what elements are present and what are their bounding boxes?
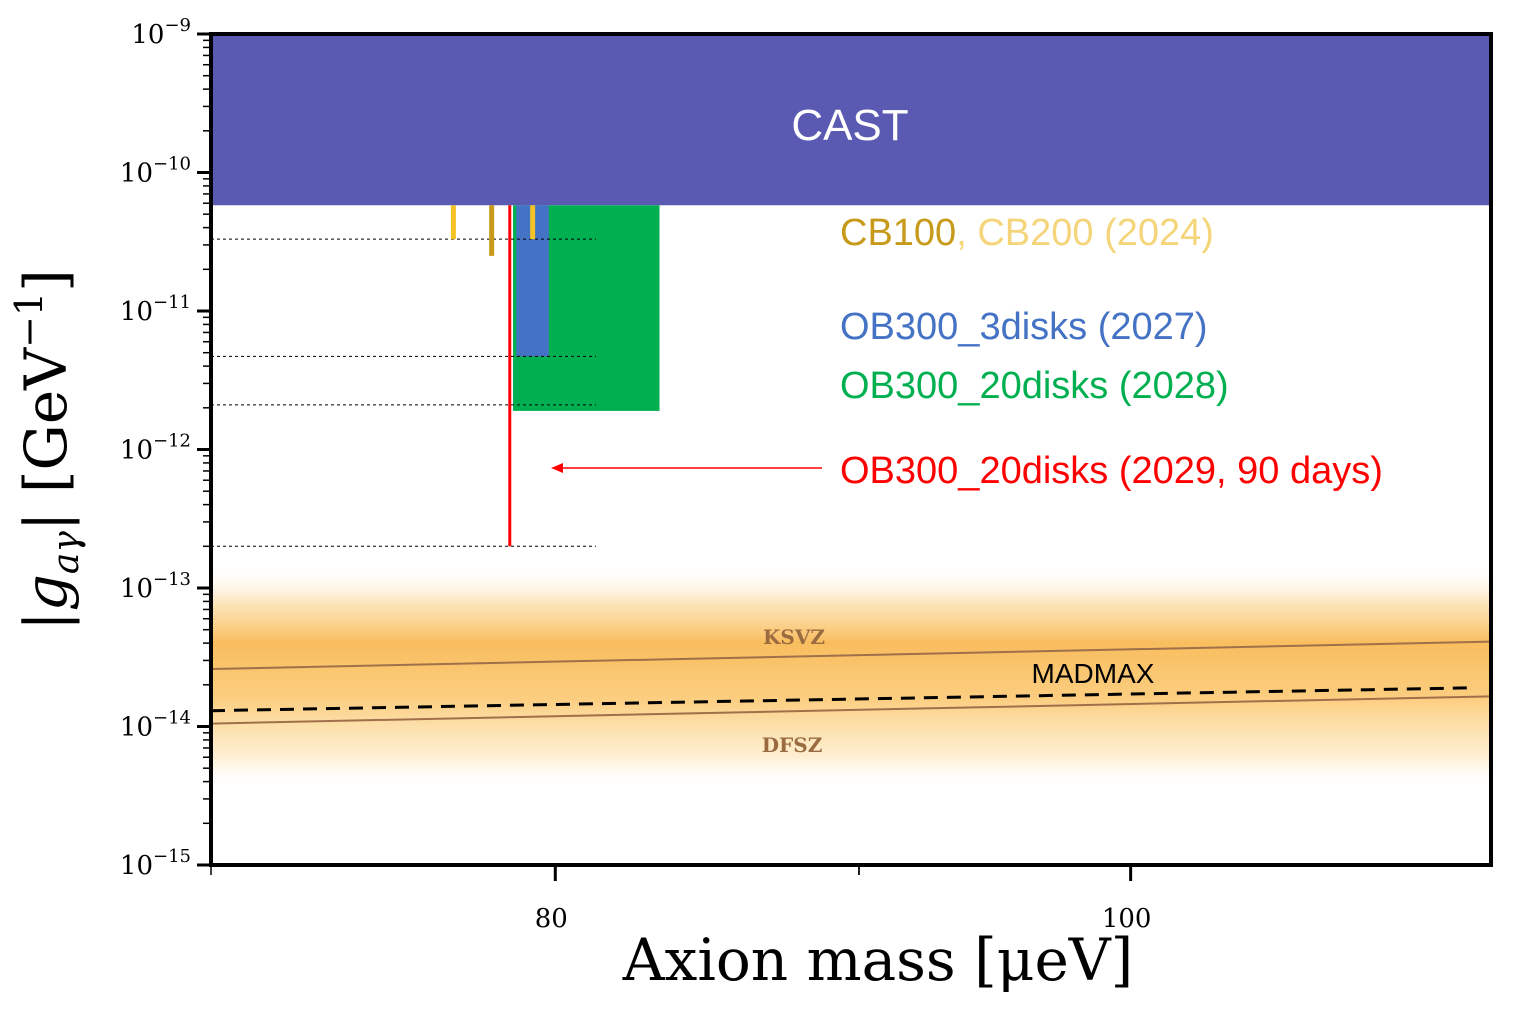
- x-tick-label: 80: [535, 904, 568, 934]
- y-axis-abs-open: |: [12, 611, 80, 631]
- cast-label: CAST: [791, 101, 908, 150]
- ksvz-line: [211, 640, 1491, 671]
- ob300-90days-arrowhead: [551, 463, 563, 473]
- cb200-legend: , CB200 (2024): [956, 212, 1214, 254]
- y-tick-label: 10−12: [120, 431, 191, 466]
- y-tick-label: 10−9: [131, 15, 191, 50]
- y-axis-exponent: −1: [7, 292, 51, 348]
- y-axis-title: |gaγ| [GeV−1]: [7, 269, 87, 631]
- y-axis-bracket: ]: [12, 269, 80, 292]
- ksvz-label: KSVZ: [763, 625, 825, 649]
- x-tick-label: 100: [1102, 904, 1152, 934]
- ob300-20disks-90days-legend: OB300_20disks (2029, 90 days): [840, 450, 1383, 492]
- ob300-3disks-legend: OB300_3disks (2027): [840, 306, 1208, 348]
- dfsz-line: [211, 695, 1491, 725]
- qcd-axion-band: [211, 563, 1491, 790]
- y-axis-symbol: g: [12, 574, 80, 611]
- madmax-label: MADMAX: [1032, 658, 1155, 689]
- y-axis-abs-close: | [GeV: [12, 347, 80, 531]
- y-axis-subscript: aγ: [46, 531, 87, 574]
- y-tick-label: 10−11: [120, 292, 191, 327]
- region-cast: [211, 34, 1491, 206]
- ob300-20disks-legend: OB300_20disks (2028): [840, 365, 1229, 407]
- y-tick-label: 10−13: [120, 569, 191, 604]
- x-axis-title: Axion mass [μeV]: [622, 926, 1134, 994]
- y-tick-label: 10−14: [120, 708, 191, 743]
- cb-legend: CB100, CB200 (2024): [840, 212, 1214, 254]
- cb100-legend: CB100: [840, 212, 956, 254]
- y-tick-label: 10−10: [120, 154, 191, 189]
- y-tick-label: 10−15: [120, 846, 191, 881]
- madmax-line: [211, 686, 1469, 713]
- dfsz-label: DFSZ: [762, 733, 823, 757]
